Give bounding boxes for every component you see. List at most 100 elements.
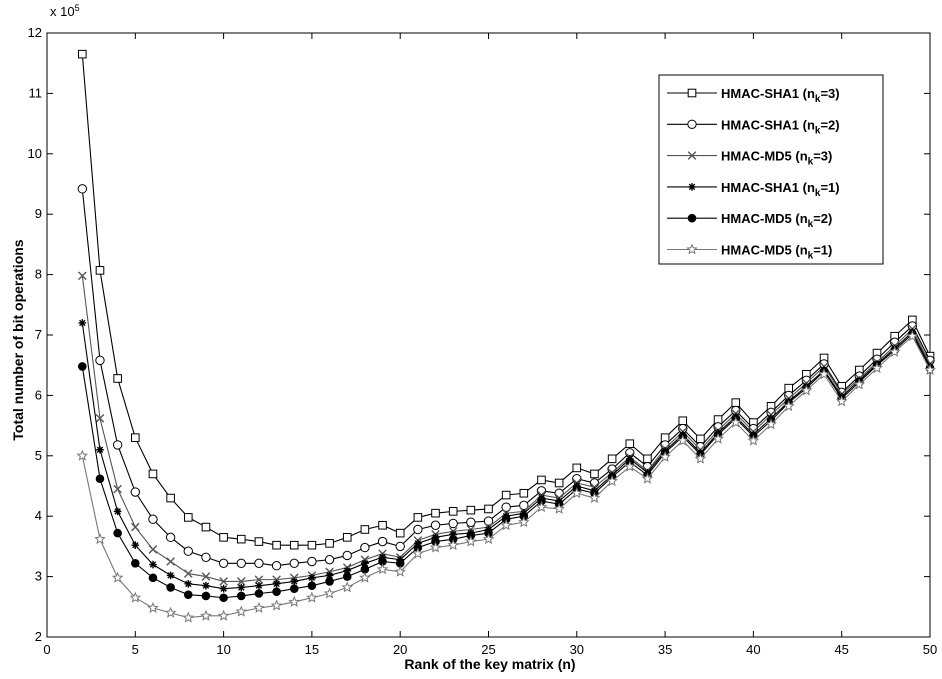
data-point (342, 572, 352, 581)
legend-marker (686, 243, 698, 255)
data-point (377, 536, 388, 547)
data-point (448, 518, 458, 529)
data-point (95, 355, 105, 366)
x-axis-label: Rank of the key matrix (n) (404, 656, 575, 672)
data-point (255, 581, 263, 590)
data-point (376, 563, 389, 575)
data-point (307, 540, 317, 550)
data-point (483, 516, 494, 526)
data-point (360, 525, 370, 534)
data-point (308, 574, 316, 582)
y-tick-label: 10 (28, 146, 42, 161)
data-point (306, 591, 318, 603)
data-point (95, 474, 105, 484)
data-point (501, 502, 511, 512)
data-point (131, 541, 140, 549)
data-point (359, 571, 371, 583)
data-point (270, 599, 283, 611)
y-multiplier: x 105 (50, 3, 80, 19)
x-tick-label: 45 (834, 642, 848, 657)
x-tick-label: 20 (393, 642, 407, 657)
data-point (536, 486, 547, 496)
data-point (659, 450, 671, 462)
data-point (712, 432, 724, 444)
data-point (182, 611, 195, 623)
data-point (537, 475, 546, 485)
data-point (130, 487, 141, 497)
y-tick-label: 3 (35, 569, 42, 584)
data-point (535, 501, 548, 513)
x-tick-label: 10 (216, 642, 230, 657)
data-point (518, 516, 530, 528)
data-point (519, 488, 529, 498)
legend-item: HMAC-MD5 (nk=3) (667, 149, 832, 168)
data-point (76, 449, 89, 461)
data-point (466, 517, 476, 527)
data-point (113, 374, 122, 383)
data-point (570, 487, 583, 499)
series-3 (78, 271, 935, 586)
data-point (731, 398, 741, 407)
x-tick-label: 30 (570, 642, 584, 657)
data-point (449, 530, 457, 539)
data-point (272, 580, 281, 588)
y-tick-label: 7 (35, 327, 42, 342)
data-point (853, 378, 866, 390)
legend-marker (687, 213, 697, 223)
data-point (95, 414, 105, 423)
data-point (201, 572, 211, 581)
data-point (254, 589, 264, 598)
data-point (325, 571, 334, 580)
data-point (500, 519, 512, 531)
series-layer (76, 49, 936, 623)
y-tick-label: 6 (35, 387, 42, 402)
data-point (219, 533, 228, 542)
y-tick-label: 4 (35, 508, 42, 523)
data-point (148, 573, 158, 583)
data-point (696, 434, 705, 444)
data-point (413, 513, 423, 522)
data-point (906, 330, 919, 342)
data-point (78, 49, 87, 59)
data-point (78, 362, 87, 371)
data-point (448, 507, 458, 516)
data-point (361, 559, 369, 568)
data-point (77, 184, 88, 194)
data-point (148, 469, 158, 479)
data-point (589, 478, 600, 488)
x-tick-label: 40 (746, 642, 760, 657)
data-point (729, 416, 742, 428)
data-point (465, 535, 477, 547)
legend-marker (688, 183, 696, 191)
data-point (429, 541, 442, 553)
data-point (765, 418, 777, 430)
data-point (235, 605, 248, 617)
data-point (166, 571, 175, 580)
data-point (129, 591, 142, 603)
data-point (431, 508, 440, 518)
data-point (430, 520, 441, 530)
legend-label: HMAC-MD5 (nk=2) (721, 211, 832, 230)
data-point (113, 507, 122, 516)
data-point (325, 577, 334, 586)
x-tick-label: 15 (305, 642, 319, 657)
data-point (113, 484, 122, 494)
data-point (254, 558, 264, 569)
data-point (835, 395, 848, 407)
data-point (572, 463, 582, 473)
data-point (131, 522, 140, 532)
data-point (413, 524, 423, 535)
data-point (606, 475, 618, 487)
legend-box (658, 74, 884, 265)
data-point (782, 400, 795, 412)
legend-item: HMAC-SHA1 (nk=3) (667, 86, 840, 105)
y-tick-label: 8 (35, 267, 42, 282)
data-point (219, 593, 228, 603)
data-point (342, 533, 352, 542)
data-point (482, 533, 495, 545)
data-point (236, 534, 246, 544)
data-point (272, 540, 281, 550)
y-tick-label: 2 (35, 629, 42, 644)
